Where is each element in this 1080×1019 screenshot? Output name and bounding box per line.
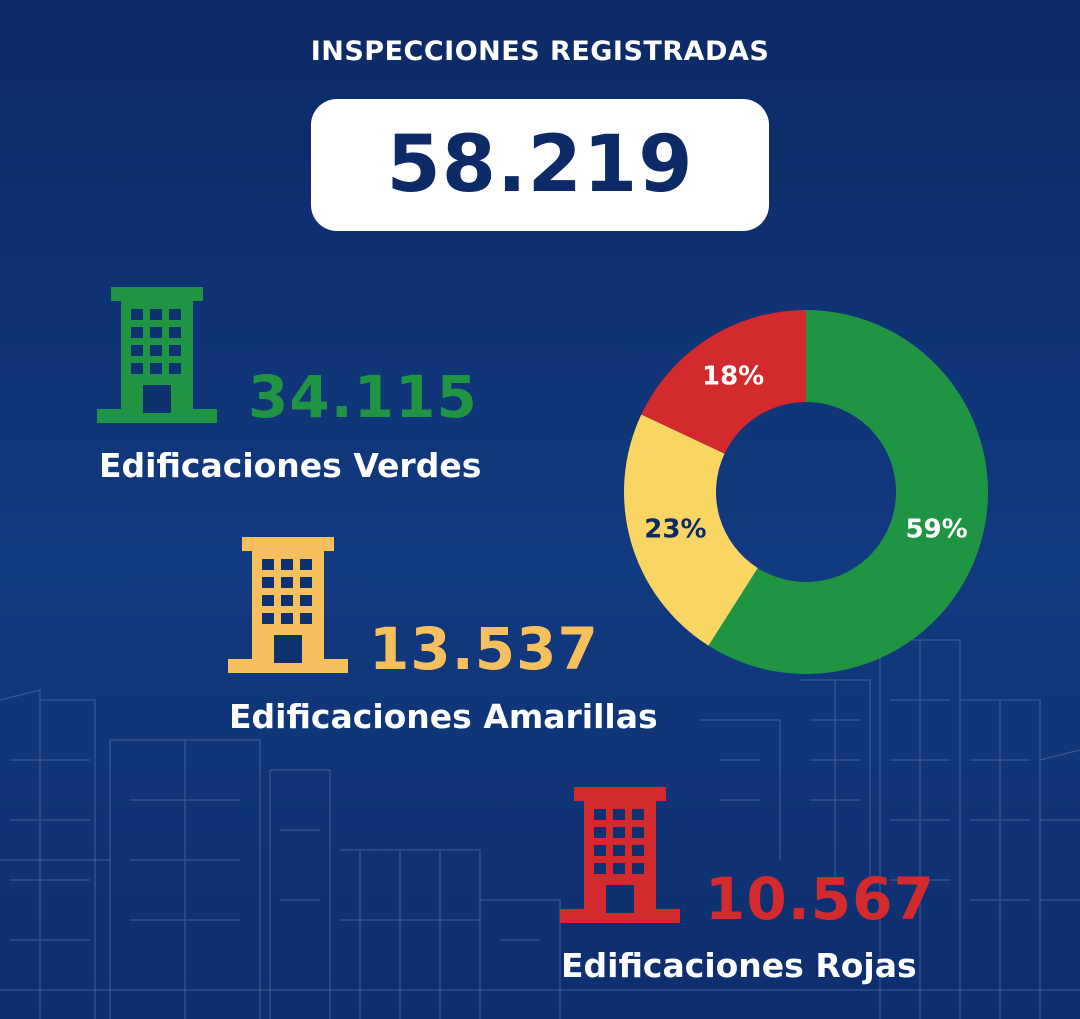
total-box: 58.219 [311, 99, 769, 231]
count-rojas: 10.567 [705, 865, 935, 933]
donut-slice [624, 414, 758, 646]
label-verdes: Edificaciones Verdes [99, 446, 482, 485]
label-amarillas: Edificaciones Amarillas [229, 697, 658, 736]
donut-slice [708, 310, 988, 674]
slice-label: 18% [702, 362, 764, 392]
page-title: INSPECCIONES REGISTRADAS [310, 36, 770, 67]
total-value: 58.219 [386, 120, 694, 210]
donut-slice [641, 310, 806, 454]
label-rojas: Edificaciones Rojas [561, 946, 917, 985]
building-icon [228, 537, 348, 673]
count-verdes: 34.115 [248, 363, 478, 431]
donut-chart: 59% 23% 18% [624, 310, 988, 674]
building-icon [560, 787, 680, 923]
slice-label: 59% [905, 514, 967, 544]
building-icon [97, 287, 217, 423]
count-amarillas: 13.537 [369, 615, 599, 683]
slice-label: 23% [644, 514, 706, 544]
